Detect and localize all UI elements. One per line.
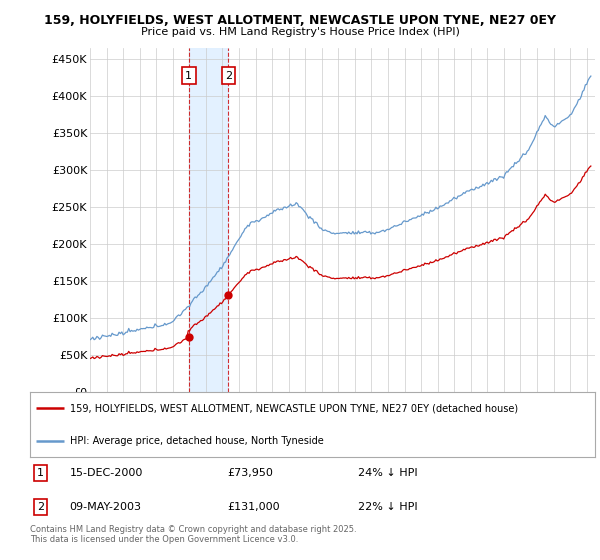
Text: 22% ↓ HPI: 22% ↓ HPI [358, 502, 418, 512]
Text: 2: 2 [37, 502, 44, 512]
Text: £73,950: £73,950 [228, 468, 274, 478]
Text: £131,000: £131,000 [228, 502, 280, 512]
Text: HPI: Average price, detached house, North Tyneside: HPI: Average price, detached house, Nort… [70, 436, 323, 446]
Text: 15-DEC-2000: 15-DEC-2000 [70, 468, 143, 478]
Text: 1: 1 [37, 468, 44, 478]
Text: 1: 1 [185, 71, 192, 81]
Text: 159, HOLYFIELDS, WEST ALLOTMENT, NEWCASTLE UPON TYNE, NE27 0EY (detached house): 159, HOLYFIELDS, WEST ALLOTMENT, NEWCAST… [70, 403, 518, 413]
Text: Contains HM Land Registry data © Crown copyright and database right 2025.
This d: Contains HM Land Registry data © Crown c… [30, 525, 356, 544]
Text: 159, HOLYFIELDS, WEST ALLOTMENT, NEWCASTLE UPON TYNE, NE27 0EY: 159, HOLYFIELDS, WEST ALLOTMENT, NEWCAST… [44, 14, 556, 27]
Text: 09-MAY-2003: 09-MAY-2003 [70, 502, 142, 512]
Text: Price paid vs. HM Land Registry's House Price Index (HPI): Price paid vs. HM Land Registry's House … [140, 27, 460, 37]
Text: 24% ↓ HPI: 24% ↓ HPI [358, 468, 418, 478]
Text: 2: 2 [225, 71, 232, 81]
Bar [188, 48, 229, 392]
